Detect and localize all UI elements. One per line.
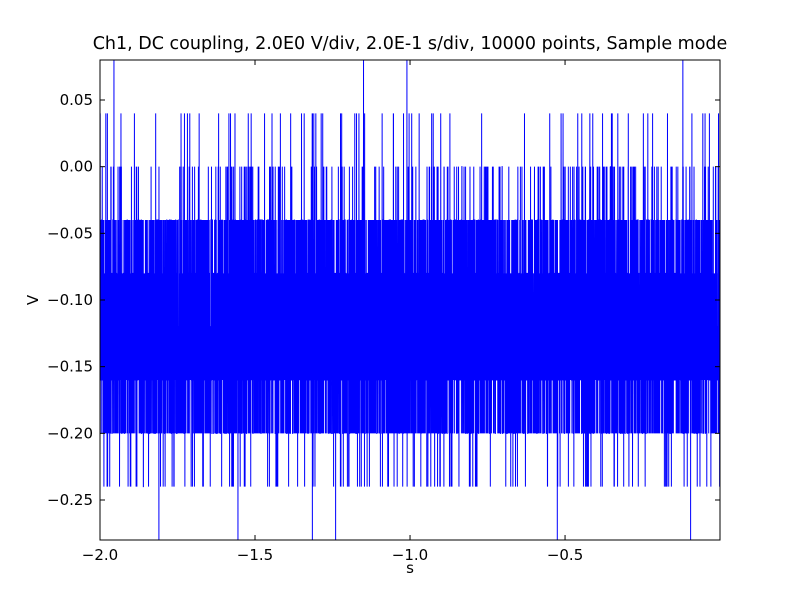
y-tick-label: −0.10 [47,291,93,309]
y-tick-label: −0.05 [47,224,93,242]
x-tick-label: −2.0 [82,546,118,564]
y-tick-label: −0.20 [47,424,93,442]
ticks-layer: −2.0 −1.5 −1.0 −0.5 0.05 0.00 −0.05 −0.10 −0.15 −… [47,60,720,564]
x-tick-label: −0.5 [547,546,583,564]
x-tick-label: −1.5 [237,546,273,564]
y-tick-label: 0.05 [60,91,93,109]
y-tick-label: 0.00 [60,158,93,176]
x-tick-label: −1.0 [392,546,428,564]
y-tick-label: −0.15 [47,358,93,376]
y-tick-label: −0.25 [47,491,93,509]
y-axis-label: V [24,294,42,305]
chart-title: Ch1, DC coupling, 2.0E0 V/div, 2.0E-1 s/… [93,34,728,54]
series-layer [100,60,720,540]
x-axis-label: s [406,559,414,577]
signal-series-line [100,60,720,540]
